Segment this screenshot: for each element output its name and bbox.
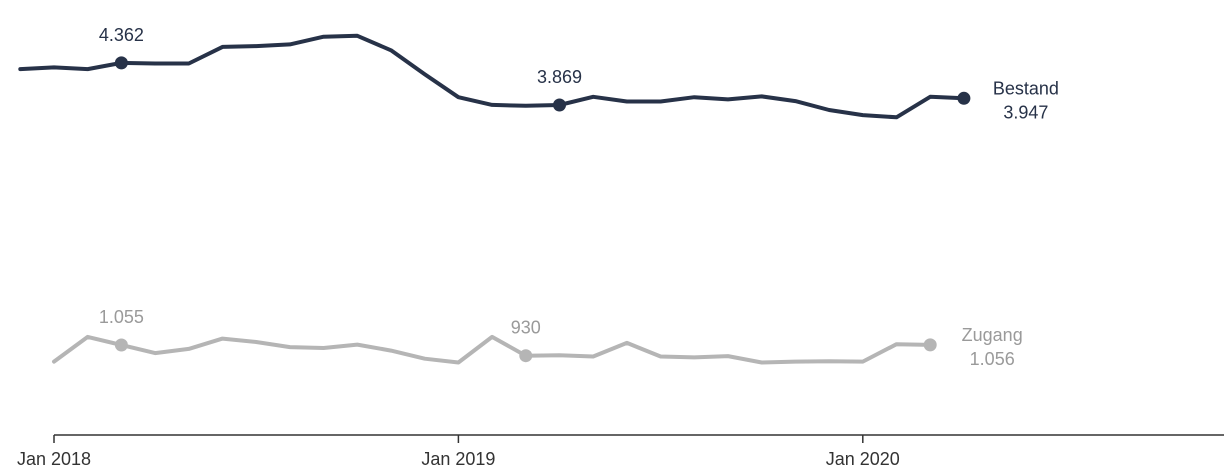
series-line-bestand [18,33,966,120]
data-point-zugang [923,338,937,352]
data-label: 4.362 [99,25,144,45]
x-tick-label: Jan 2018 [17,449,91,469]
series-end-label: Bestand [993,78,1059,98]
x-tick-label: Jan 2019 [421,449,495,469]
series-end-value: 1.056 [970,349,1015,369]
data-point-zugang [114,338,128,352]
data-label: 1.055 [99,307,144,327]
series-end-value: 3.947 [1003,102,1048,122]
series-end-label: Zugang [962,325,1023,345]
data-point-bestand [114,56,128,70]
data-label: 930 [511,318,541,338]
x-tick-label: Jan 2020 [826,449,900,469]
data-point-bestand [957,91,971,105]
data-point-zugang [519,349,533,363]
series-line-zugang [52,334,933,365]
data-point-bestand [553,98,566,112]
data-label: 3.869 [537,67,582,87]
